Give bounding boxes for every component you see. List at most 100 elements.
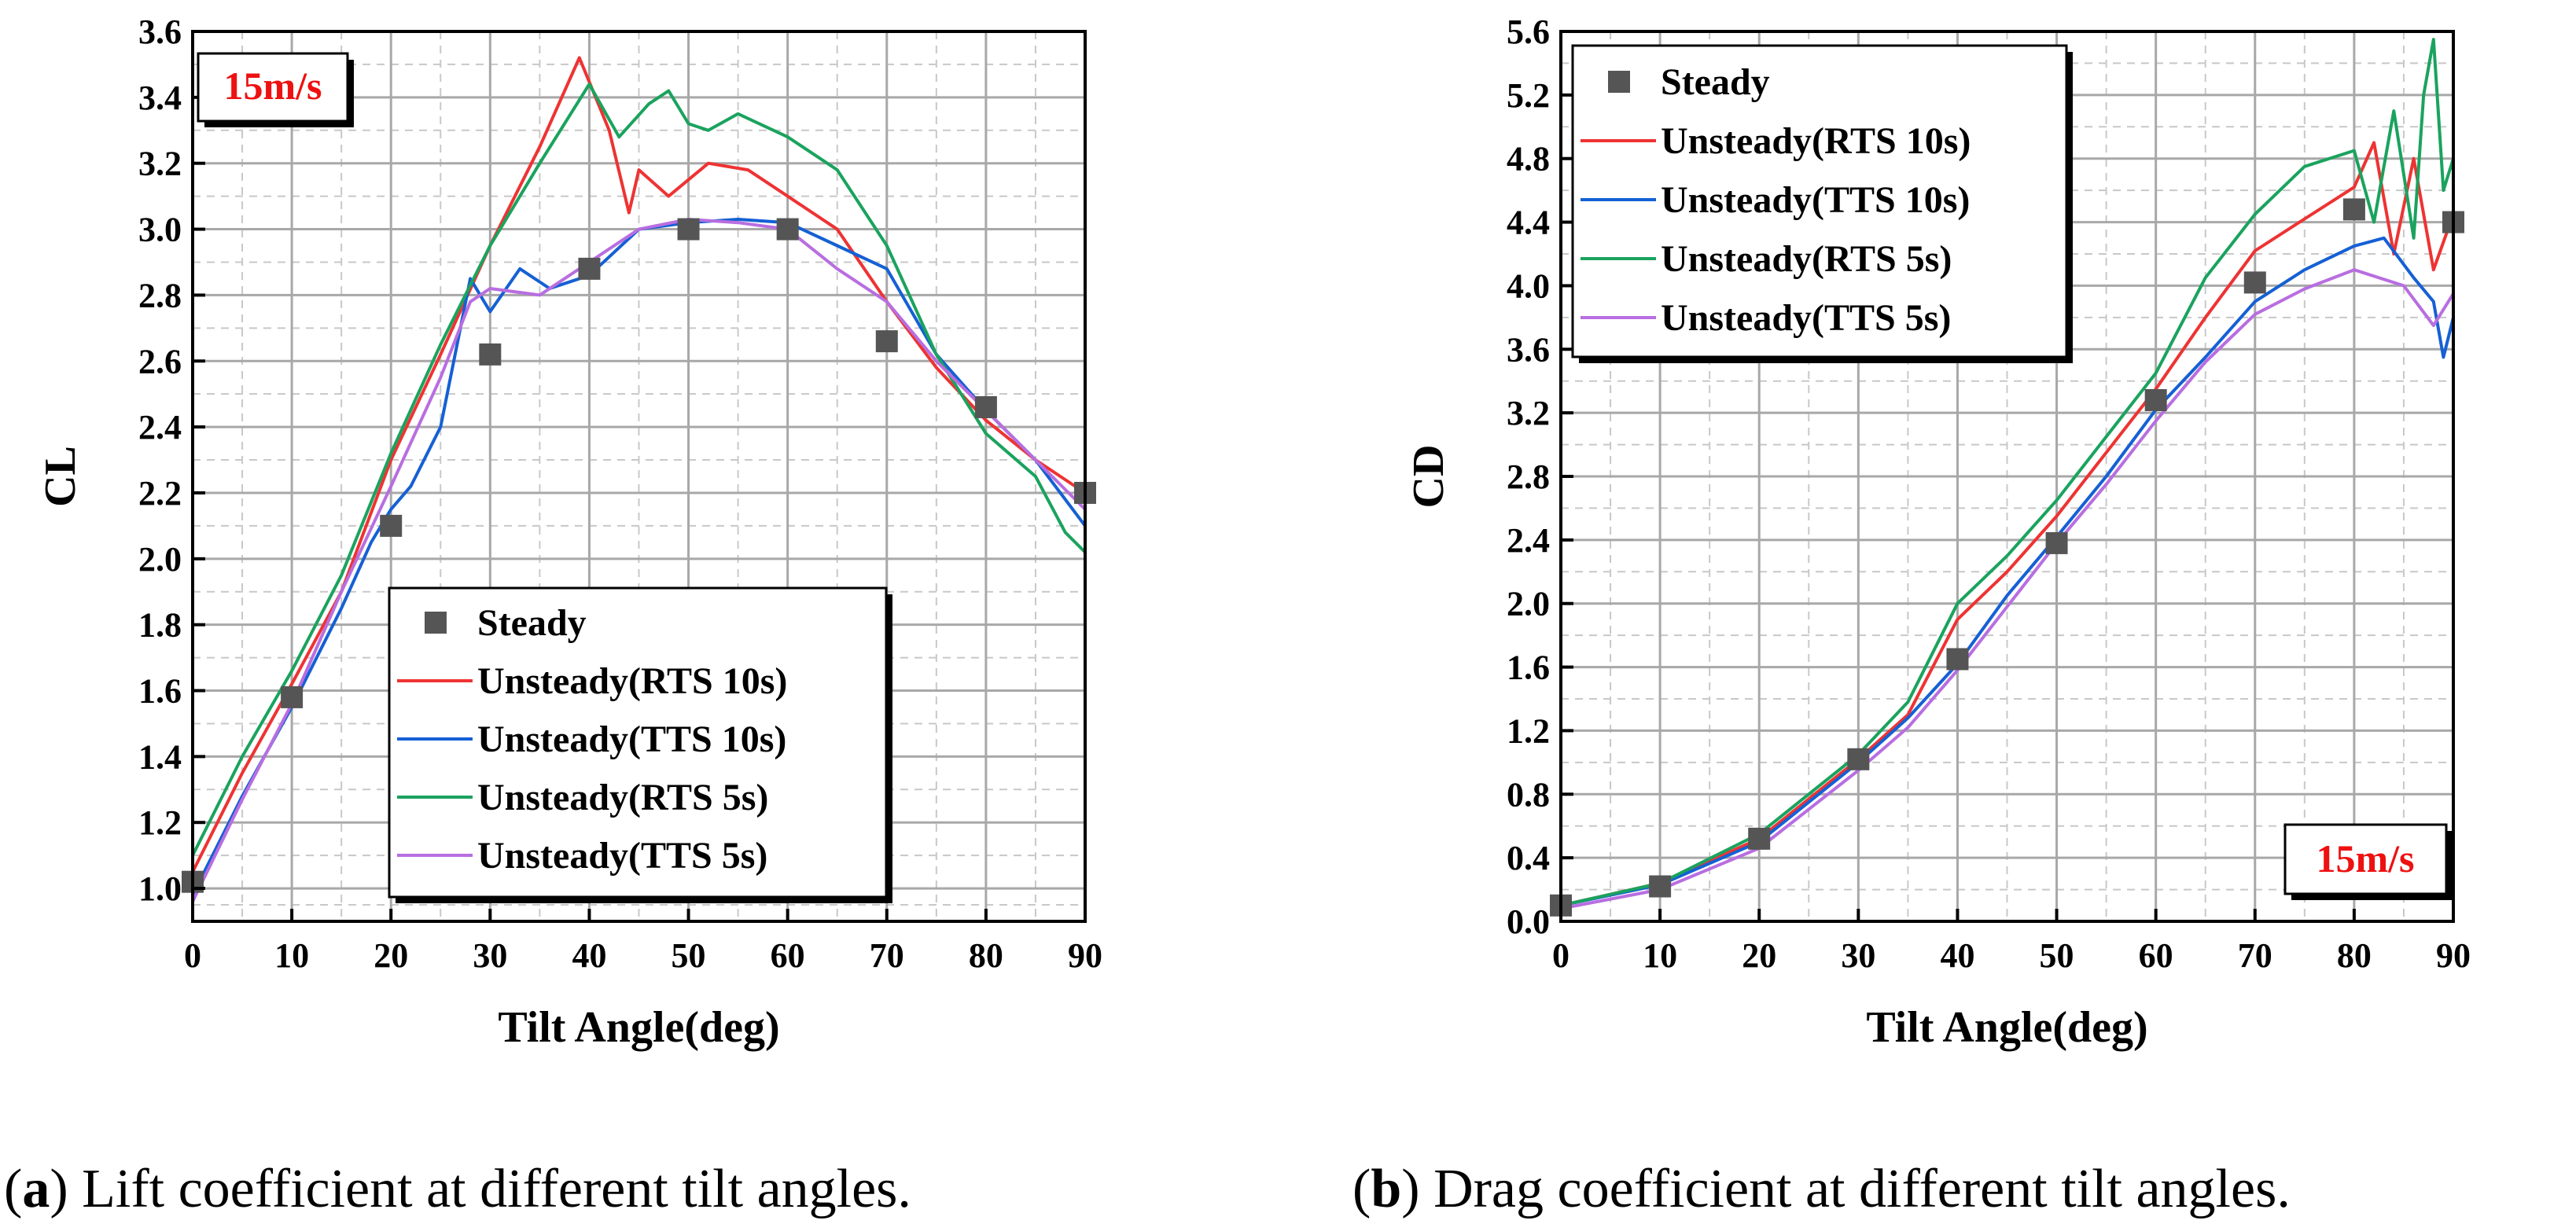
legend-marker-steady [425,612,447,634]
steady-marker-point [2045,531,2068,554]
steady-marker-point [2144,388,2167,411]
x-tick-label: 60 [771,936,805,975]
x-tick-label: 50 [2040,936,2074,975]
legend-box [388,586,888,899]
x-tick-label: 80 [2337,936,2372,975]
panel-caption: (a) Lift coefficient at different tilt a… [4,1159,911,1219]
speed-badge-label: 15m/s [224,64,322,108]
x-tick-label: 90 [1068,936,1102,975]
x-tick-label: 60 [2139,936,2173,975]
steady-marker-point [380,514,403,537]
series-line-4 [193,218,1085,902]
steady-marker-point [1649,875,1672,898]
caption-letter: b [1371,1159,1401,1219]
x-tick-label: 30 [473,936,507,975]
caption-close-paren: ) [50,1159,68,1219]
y-tick-label: 2.4 [1507,521,1550,560]
caption-open-paren: ( [4,1159,22,1219]
legend-marker-steady [1608,71,1630,93]
x-tick-label: 80 [969,936,1003,975]
x-tick-label: 20 [374,936,408,975]
y-tick-label: 3.6 [138,13,182,51]
x-tick-label: 10 [1643,936,1677,975]
y-axis-title: CD [1404,445,1453,509]
y-tick-label: 1.6 [138,672,182,711]
legend-entry-label: Unsteady(TTS 10s) [477,719,786,760]
y-tick-label: 0.4 [1507,839,1550,877]
steady-marker-point [1847,748,1870,770]
steady-marker-point [974,395,997,418]
x-tick-label: 90 [2436,936,2471,975]
y-tick-label: 5.2 [1507,76,1550,115]
y-tick-label: 3.2 [138,145,182,183]
x-tick-label: 70 [870,936,904,975]
badge-box [2283,823,2448,895]
legend-entry-label: Unsteady(RTS 10s) [477,660,787,702]
legend-entry-label: Unsteady(TTS 5s) [477,835,767,877]
legend-entry-label: Unsteady(RTS 10s) [1661,120,1971,162]
y-tick-label: 2.0 [1507,585,1550,623]
y-tick-label: 3.2 [1507,394,1550,432]
speed-badge-label: 15m/s [2317,836,2415,880]
y-tick-label: 3.6 [1507,330,1550,369]
caption-close-paren: ) [1401,1159,1419,1219]
panel-caption: (b) Drag coefficient at different tilt a… [1352,1159,2291,1219]
legend-entry-label: Unsteady(RTS 5s) [477,777,768,818]
legend-entry-label: Unsteady(TTS 5s) [1661,297,1951,339]
y-tick-label: 4.8 [1507,140,1550,178]
caption-body: Lift coefficient at different tilt angle… [68,1159,911,1219]
x-tick-label: 30 [1841,936,1875,975]
y-tick-label: 0.0 [1507,902,1550,941]
series-line-1 [193,56,1085,873]
legend-entry-label: Unsteady(TTS 10s) [1661,179,1970,221]
badge-box [197,52,349,123]
series-line-4 [1561,268,2453,910]
steady-marker-point [479,343,502,366]
caption-open-paren: ( [1352,1159,1371,1219]
y-tick-label: 2.6 [138,342,182,380]
plot-frame [191,30,1087,923]
y-tick-label: 1.6 [1507,649,1550,687]
y-tick-label: 2.8 [1507,458,1550,496]
x-axis-title: Tilt Angle(deg) [1866,1003,2147,1052]
steady-marker-point [776,218,799,241]
y-tick-label: 4.0 [1507,266,1550,305]
caption-letter: a [22,1159,50,1219]
series-group [193,56,1085,902]
y-tick-label: 1.8 [138,606,182,645]
y-tick-label: 1.2 [1507,711,1550,750]
steady-marker-point [677,218,700,241]
legend-entry-label: Steady [1661,61,1770,103]
steady-marker-point [2243,271,2266,294]
y-tick-label: 3.4 [138,79,182,117]
x-tick-label: 50 [672,936,706,975]
steady-marker-point [2342,198,2365,221]
y-axis-title: CL [36,446,85,507]
steady-marker-point [1946,648,1969,671]
y-tick-label: 4.4 [1507,204,1550,242]
y-tick-label: 5.6 [1507,13,1550,51]
x-axis-title: Tilt Angle(deg) [498,1003,779,1052]
steady-marker-point [578,257,601,280]
steady-marker-point [281,686,304,708]
legend-entry-label: Steady [477,602,587,644]
y-tick-label: 0.8 [1507,775,1550,814]
x-tick-label: 40 [572,936,606,975]
caption-body: Drag coefficient at different tilt angle… [1420,1159,2291,1219]
series-line-3 [1561,38,2453,907]
x-tick-label: 0 [1552,936,1570,975]
panel-a-lift-chart: 0 10 20 30 40 50 60 70 80 90 1.0 1.2 1.4 1.6 1.8 2.0 2.2… [4,13,1102,1219]
x-tick-label: 70 [2238,936,2272,975]
x-tick-label: 0 [184,936,201,975]
y-tick-label: 3.0 [138,211,182,249]
x-tick-label: 20 [1742,936,1776,975]
panel-b-drag-chart: 0 10 20 30 40 50 60 70 80 90 0.0 0.4 0.8 1.2 1.6 2.0 2.4… [1352,13,2471,1219]
y-tick-label: 2.8 [138,276,182,314]
x-tick-label: 10 [274,936,309,975]
legend-entry-label: Unsteady(RTS 5s) [1661,238,1952,280]
y-tick-label: 1.4 [138,737,182,776]
x-tick-label: 40 [1940,936,1974,975]
y-tick-label: 1.0 [138,869,182,908]
y-tick-label: 2.2 [138,474,182,513]
